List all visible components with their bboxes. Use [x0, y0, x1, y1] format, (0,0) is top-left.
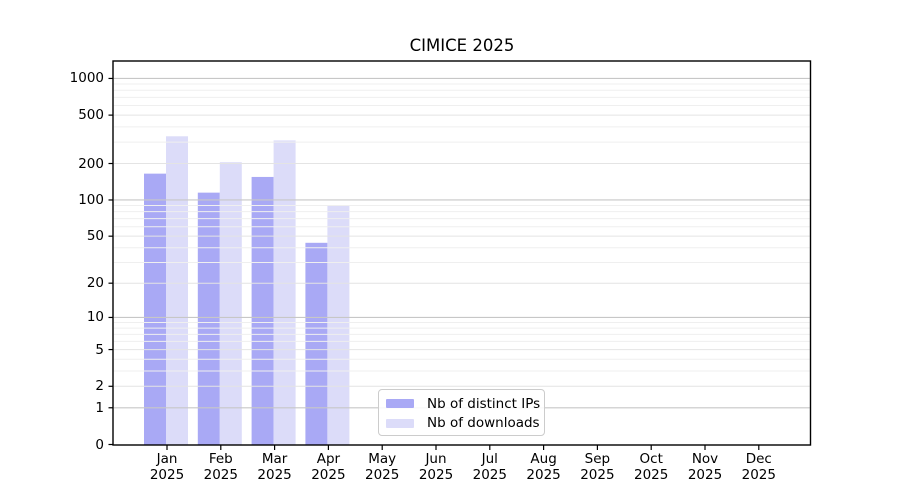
y-tick-label-50: 50 — [86, 228, 104, 245]
x-tick-month: Jul — [481, 451, 498, 467]
x-tick-year: 2025 — [311, 467, 346, 483]
bar-mar-downloads — [273, 140, 296, 445]
x-tick-label-may: May 2025 — [350, 451, 414, 483]
x-tick-year: 2025 — [203, 467, 238, 483]
x-tick-month: Aug — [530, 451, 557, 467]
x-tick-month: Feb — [208, 451, 233, 467]
legend-swatch-distinct-ips — [386, 399, 414, 409]
x-tick-month: Oct — [639, 451, 663, 467]
bar-jan-downloads — [166, 136, 188, 445]
x-tick-year: 2025 — [365, 467, 400, 483]
x-tick-year: 2025 — [741, 467, 776, 483]
bar-apr-distinct-ips — [305, 242, 328, 445]
bar-jan-distinct-ips — [144, 173, 166, 445]
chart-title: CIMICE 2025 — [409, 36, 515, 55]
y-tick-label-1000: 1000 — [69, 70, 104, 87]
x-tick-label-feb: Feb 2025 — [189, 451, 253, 483]
axes-spines — [112, 60, 812, 446]
x-tick-month: Nov — [691, 451, 719, 467]
x-tick-year: 2025 — [472, 467, 507, 483]
x-tick-month: May — [368, 451, 397, 467]
y-tick-label-10: 10 — [86, 309, 104, 326]
bar-feb-downloads — [219, 162, 242, 446]
x-tick-month: Dec — [745, 451, 772, 467]
legend: Nb of distinct IPs Nb of downloads — [378, 389, 545, 436]
y-tick-label-2: 2 — [95, 378, 104, 395]
x-tick-month: Mar — [261, 451, 288, 467]
x-tick-year: 2025 — [580, 467, 615, 483]
x-tick-label-mar: Mar 2025 — [243, 451, 307, 483]
x-tick-month: Jun — [425, 451, 447, 467]
x-tick-label-oct: Oct 2025 — [619, 451, 683, 483]
x-tick-label-jan: Jan 2025 — [135, 451, 199, 483]
y-tick-label-200: 200 — [78, 155, 104, 172]
legend-label-distinct-ips: Nb of distinct IPs — [427, 395, 541, 412]
x-tick-label-jun: Jun 2025 — [404, 451, 468, 483]
y-tick-label-20: 20 — [86, 275, 104, 292]
x-tick-year: 2025 — [634, 467, 669, 483]
legend-swatch-downloads — [386, 418, 414, 428]
legend-label-downloads: Nb of downloads — [427, 415, 540, 432]
x-tick-label-jul: Jul 2025 — [458, 451, 522, 483]
x-tick-month: Jan — [156, 451, 178, 467]
y-tick-label-100: 100 — [78, 191, 104, 208]
bar-mar-distinct-ips — [251, 176, 274, 446]
bar-apr-downloads — [327, 205, 350, 445]
legend-item-downloads: Nb of downloads — [386, 414, 544, 434]
x-tick-year: 2025 — [149, 467, 185, 483]
x-tick-year: 2025 — [257, 467, 292, 483]
x-tick-year: 2025 — [418, 467, 454, 483]
x-tick-year: 2025 — [687, 467, 723, 483]
x-tick-label-dec: Dec 2025 — [727, 451, 791, 483]
x-tick-month: Apr — [316, 451, 341, 467]
legend-item-distinct-ips: Nb of distinct IPs — [386, 394, 544, 414]
x-tick-year: 2025 — [526, 467, 561, 483]
x-tick-label-apr: Apr 2025 — [296, 451, 360, 483]
y-tick-label-500: 500 — [78, 107, 104, 124]
x-tick-label-sep: Sep 2025 — [565, 451, 629, 483]
y-tick-label-1: 1 — [95, 399, 104, 416]
y-tick-label-0: 0 — [95, 436, 104, 453]
y-tick-label-5: 5 — [95, 341, 104, 358]
x-tick-label-nov: Nov 2025 — [673, 451, 737, 483]
x-tick-label-aug: Aug 2025 — [512, 451, 576, 483]
bar-feb-distinct-ips — [197, 192, 220, 445]
x-tick-month: Sep — [584, 451, 611, 467]
